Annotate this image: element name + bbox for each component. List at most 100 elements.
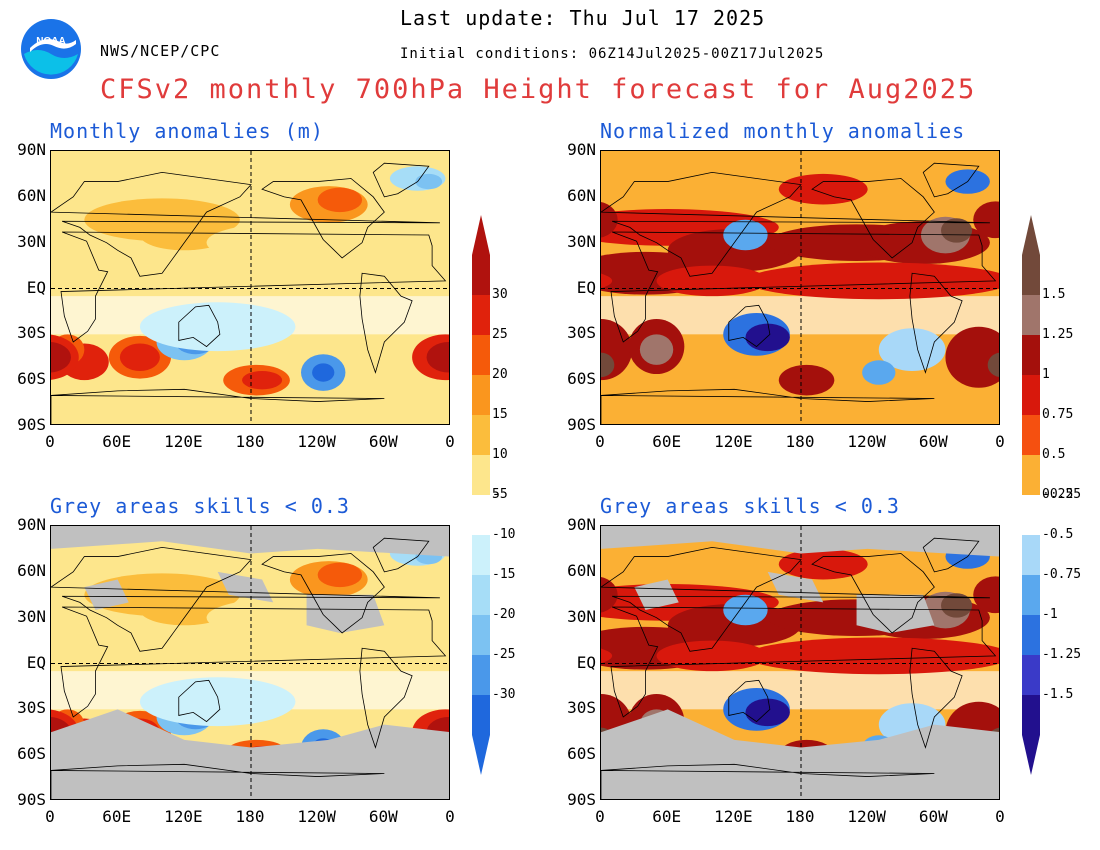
colorbar-segment bbox=[472, 575, 490, 615]
continent-outline bbox=[909, 272, 963, 374]
colorbar-segment bbox=[472, 375, 490, 415]
continent-outline bbox=[601, 763, 935, 799]
lat-tick-label: 60S bbox=[17, 369, 46, 389]
colorbar-label: -15 bbox=[492, 567, 516, 582]
lon-tick-label: 180 bbox=[235, 807, 265, 826]
anomaly-blob bbox=[778, 548, 868, 580]
lon-tick-label: 0 bbox=[445, 432, 455, 451]
anomaly-blob bbox=[601, 273, 613, 289]
anomaly-blob bbox=[973, 201, 999, 239]
lat-tick-label: 60S bbox=[567, 744, 596, 764]
continent-outline bbox=[922, 162, 980, 198]
colorbar-segment bbox=[1022, 335, 1040, 375]
continent-outline bbox=[372, 537, 430, 573]
continent-outline bbox=[178, 304, 221, 348]
colorbar-label: 20 bbox=[492, 367, 508, 382]
anomaly-blob bbox=[601, 202, 618, 238]
colorbar-label: -1 bbox=[1042, 607, 1058, 622]
colorbar-segment bbox=[1022, 455, 1040, 495]
continent-outline bbox=[601, 171, 990, 277]
lon-tick-label: 60E bbox=[102, 807, 132, 826]
colorbar-segment bbox=[472, 255, 490, 295]
lon-tick-label: 180 bbox=[235, 432, 265, 451]
low-skill-region bbox=[84, 579, 129, 611]
lat-tick-label: 60S bbox=[17, 744, 46, 764]
lat-tick-label: 90S bbox=[567, 415, 596, 434]
continent-outline bbox=[51, 546, 440, 652]
anomaly-blob bbox=[206, 224, 340, 261]
continent-outline bbox=[922, 537, 980, 573]
lat-tick-label: 60N bbox=[17, 185, 46, 205]
map-panel-normalized bbox=[600, 150, 1000, 425]
continent-outline bbox=[359, 647, 413, 749]
panel-title-skill-anomalies: Grey areas skills < 0.3 bbox=[50, 494, 350, 518]
lon-tick-label: 120W bbox=[847, 807, 886, 826]
colorbar-segment bbox=[472, 615, 490, 655]
lon-tick-label: 120E bbox=[714, 432, 753, 451]
lon-tick-label: 0 bbox=[45, 432, 55, 451]
lon-tick-label: 60E bbox=[652, 432, 682, 451]
lat-tick-label: 30N bbox=[567, 231, 596, 251]
colorbar-label: 1 bbox=[1042, 367, 1050, 382]
lat-tick-label: EQ bbox=[576, 652, 596, 672]
colorbar-segment bbox=[472, 695, 490, 735]
lon-tick-label: 180 bbox=[785, 807, 815, 826]
colorbar-segment bbox=[472, 535, 490, 575]
panel-title-anomalies: Monthly anomalies (m) bbox=[50, 119, 324, 143]
colorbar-label: 1.5 bbox=[1042, 287, 1066, 302]
lon-tick-label: 60W bbox=[368, 807, 398, 826]
lon-tick-label: 120E bbox=[164, 807, 203, 826]
lon-tick-label: 180 bbox=[785, 432, 815, 451]
lon-tick-label: 0 bbox=[45, 807, 55, 826]
colorbar-label: 1.25 bbox=[1042, 327, 1074, 342]
lat-tick-label: 30S bbox=[17, 698, 46, 718]
continent-outline bbox=[811, 178, 935, 259]
continent-outline bbox=[909, 647, 963, 749]
lon-tick-label: 60W bbox=[918, 432, 948, 451]
anomaly-blob bbox=[862, 360, 896, 385]
colorbar-segment bbox=[472, 295, 490, 335]
anomaly-blob bbox=[987, 352, 999, 377]
low-skill-region bbox=[767, 571, 824, 603]
anomaly-blob bbox=[945, 326, 999, 388]
lat-tick-label: 30S bbox=[17, 323, 46, 343]
anomaly-blob bbox=[317, 235, 407, 266]
continent-outline bbox=[372, 162, 430, 198]
colorbar-label: -0.75 bbox=[1042, 567, 1082, 582]
map-panel-skill-normalized bbox=[600, 525, 1000, 800]
anomaly-blob bbox=[601, 648, 613, 664]
low-skill-region bbox=[51, 526, 449, 557]
low-skill-region bbox=[306, 594, 385, 633]
organization-label: NWS/NCEP/CPC bbox=[100, 42, 221, 60]
colorbar-label: 0.75 bbox=[1042, 407, 1074, 422]
colorbar-segment bbox=[1022, 615, 1040, 655]
anomaly-blob bbox=[941, 593, 973, 618]
anomaly-blob bbox=[656, 640, 768, 672]
lon-tick-label: 60E bbox=[652, 807, 682, 826]
continent-outline bbox=[610, 606, 997, 718]
colorbar-segment bbox=[472, 415, 490, 455]
lat-tick-label: EQ bbox=[26, 652, 46, 672]
colorbar-segment bbox=[1022, 575, 1040, 615]
low-skill-region bbox=[217, 571, 274, 603]
lat-tick-label: 60S bbox=[567, 369, 596, 389]
low-skill-region bbox=[601, 526, 999, 557]
anomaly-blob bbox=[139, 219, 229, 251]
colorbar-label: -10 bbox=[492, 527, 516, 542]
anomaly-blob bbox=[139, 594, 229, 626]
colorbar-segment bbox=[472, 455, 490, 495]
initial-conditions: Initial conditions: 06Z14Jul2025-00Z17Ju… bbox=[400, 46, 825, 62]
anomaly-blob bbox=[778, 173, 868, 205]
anomaly-blob bbox=[745, 323, 790, 352]
anomaly-blob bbox=[745, 262, 999, 300]
colorbar-top-arrow bbox=[1022, 215, 1040, 255]
lon-tick-label: 0 bbox=[995, 432, 1005, 451]
lat-tick-label: 60N bbox=[17, 560, 46, 580]
colorbar-segment bbox=[472, 655, 490, 695]
anomaly-blob bbox=[119, 343, 160, 371]
anomaly-blob bbox=[601, 577, 618, 613]
lon-tick-label: 120E bbox=[164, 432, 203, 451]
anomaly-blob bbox=[639, 334, 674, 365]
continent-outline bbox=[728, 679, 771, 723]
continent-outline bbox=[610, 231, 997, 343]
